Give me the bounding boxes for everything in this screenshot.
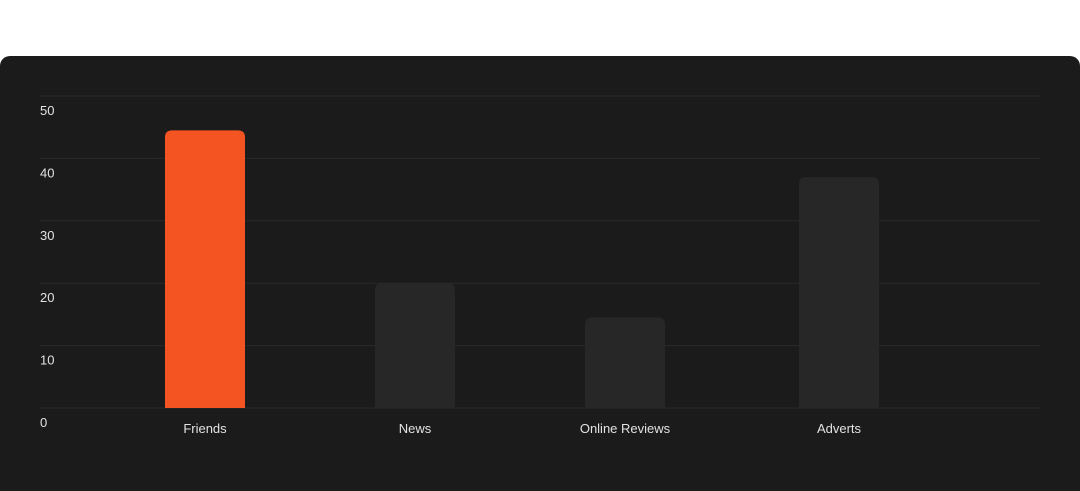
bar-adverts [799, 177, 879, 408]
x-tick-label-online-reviews: Online Reviews [580, 421, 671, 436]
y-tick-label-30: 30 [40, 228, 54, 243]
x-tick-label-adverts: Adverts [817, 421, 862, 436]
bar-chart: 0 10 20 30 40 50 Friends News Online Reviews Adve… [40, 95, 1040, 436]
y-tick-label-10: 10 [40, 353, 54, 368]
bar-news [375, 283, 455, 408]
chart-card: 0 10 20 30 40 50 Friends News Online Reviews Adve… [0, 56, 1080, 491]
x-tick-label-news: News [399, 421, 432, 436]
x-tick-label-friends: Friends [183, 421, 227, 436]
y-tick-label-20: 20 [40, 290, 54, 305]
y-tick-label-50: 50 [40, 103, 54, 118]
bar-online-reviews [585, 317, 665, 408]
bar-friends [165, 130, 245, 408]
y-tick-label-40: 40 [40, 165, 54, 180]
y-tick-label-0: 0 [40, 415, 47, 430]
